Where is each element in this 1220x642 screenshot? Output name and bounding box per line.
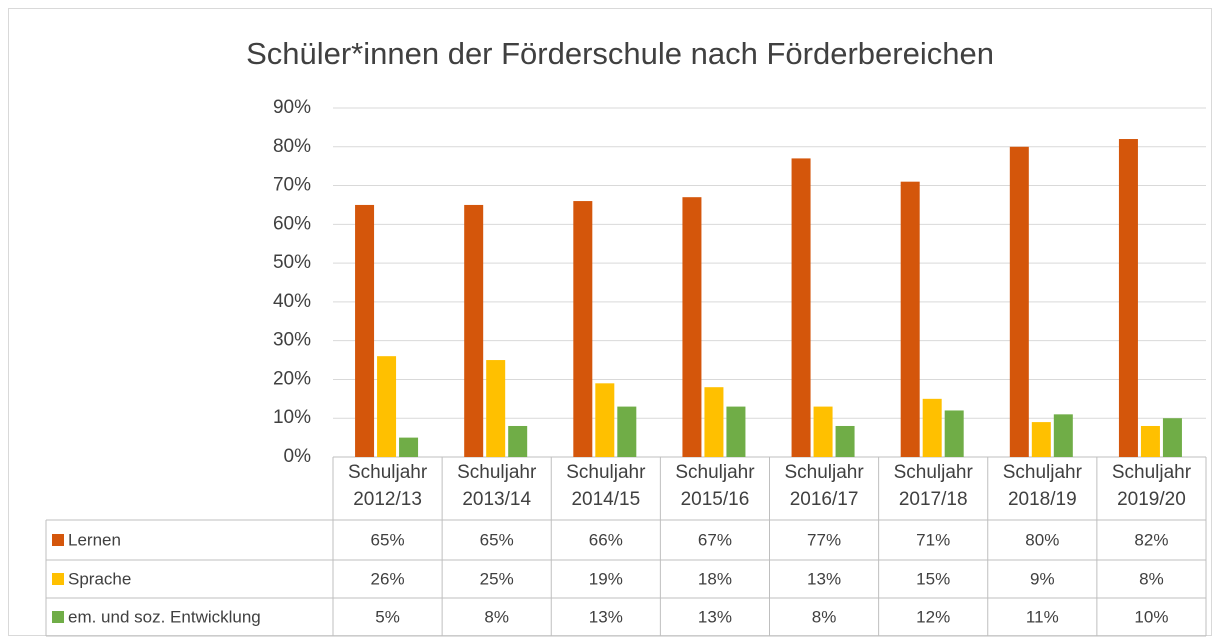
table-value: 10%: [1134, 607, 1168, 626]
bar: [1053, 414, 1073, 457]
y-tick-label: 40%: [273, 291, 311, 312]
x-tick-label: Schuljahr: [1112, 462, 1192, 483]
legend-swatch: [52, 611, 64, 623]
bar: [486, 360, 506, 457]
table-value: 77%: [807, 530, 841, 549]
bar: [399, 437, 419, 457]
y-tick-label: 70%: [273, 175, 311, 196]
legend-label: em. und soz. Entwicklung: [68, 607, 261, 626]
bar: [1031, 422, 1051, 457]
bar: [573, 201, 593, 457]
y-tick-label: 10%: [273, 407, 311, 428]
bar: [682, 197, 702, 457]
y-tick-label: 50%: [273, 252, 311, 273]
x-tick-label: Schuljahr: [1003, 462, 1083, 483]
legend-swatch: [52, 573, 64, 585]
x-tick-label: 2013/14: [462, 489, 531, 510]
bar: [1009, 146, 1029, 457]
bar: [944, 410, 964, 457]
table-value: 8%: [812, 607, 837, 626]
y-tick-label: 0%: [284, 446, 312, 467]
bar: [1162, 418, 1182, 457]
x-tick-label: 2014/15: [571, 489, 640, 510]
table-value: 8%: [1139, 569, 1164, 588]
table-value: 9%: [1030, 569, 1055, 588]
y-tick-label: 20%: [273, 368, 311, 389]
bar: [922, 398, 942, 457]
table-value: 65%: [480, 530, 514, 549]
table-value: 13%: [698, 607, 732, 626]
table-value: 5%: [375, 607, 400, 626]
table-value: 67%: [698, 530, 732, 549]
x-tick-label: Schuljahr: [566, 462, 646, 483]
x-tick-label: Schuljahr: [894, 462, 974, 483]
legend-label: Sprache: [68, 569, 131, 588]
table-value: 26%: [371, 569, 405, 588]
bar: [900, 181, 920, 457]
bar: [595, 383, 615, 457]
y-tick-label: 30%: [273, 330, 311, 351]
table-value: 12%: [916, 607, 950, 626]
legend-label: Lernen: [68, 530, 121, 549]
x-tick-label: 2018/19: [1008, 489, 1077, 510]
table-value: 11%: [1026, 607, 1059, 626]
bar: [813, 406, 833, 457]
table-value: 19%: [589, 569, 623, 588]
table-value: 80%: [1025, 530, 1059, 549]
x-tick-label: 2012/13: [353, 489, 422, 510]
bar: [791, 158, 811, 457]
x-tick-label: Schuljahr: [348, 462, 428, 483]
chart-title: Schüler*innen der Förderschule nach Förd…: [246, 36, 994, 71]
y-tick-label: 90%: [273, 97, 311, 118]
table-value: 18%: [698, 569, 732, 588]
table-value: 15%: [916, 569, 950, 588]
bar: [355, 204, 375, 457]
x-tick-label: 2019/20: [1117, 489, 1186, 510]
y-tick-label: 60%: [273, 213, 311, 234]
table-value: 71%: [916, 530, 950, 549]
bar: [508, 425, 528, 457]
bar: [704, 387, 724, 457]
bar: [464, 204, 484, 457]
legend-swatch: [52, 534, 64, 546]
table-value: 13%: [589, 607, 623, 626]
bar: [835, 425, 855, 457]
bar: [377, 356, 397, 457]
x-tick-label: 2017/18: [899, 489, 968, 510]
table-value: 25%: [480, 569, 514, 588]
bar: [617, 406, 637, 457]
x-tick-label: Schuljahr: [457, 462, 537, 483]
table-value: 66%: [589, 530, 623, 549]
x-tick-label: Schuljahr: [675, 462, 755, 483]
table-value: 8%: [484, 607, 509, 626]
x-tick-label: 2015/16: [681, 489, 750, 510]
table-value: 13%: [807, 569, 841, 588]
table-value: 65%: [371, 530, 405, 549]
table-value: 82%: [1134, 530, 1168, 549]
bar: [1140, 425, 1160, 457]
bar: [1118, 139, 1138, 457]
bar: [726, 406, 746, 457]
x-tick-label: 2016/17: [790, 489, 859, 510]
y-tick-label: 80%: [273, 136, 311, 157]
x-tick-label: Schuljahr: [784, 462, 864, 483]
